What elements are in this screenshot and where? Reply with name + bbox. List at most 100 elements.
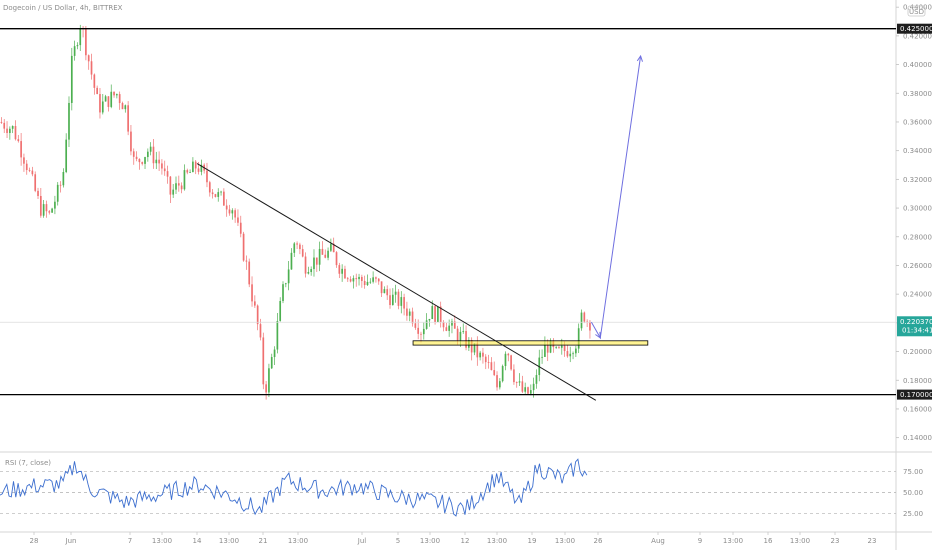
time-tick-label: 19 xyxy=(528,537,537,545)
time-tick-label: Aug xyxy=(651,537,665,545)
candle-body xyxy=(324,254,327,258)
time-tick-label: 5 xyxy=(396,537,400,545)
candle-body xyxy=(406,308,408,316)
candle-body xyxy=(37,190,39,196)
candle-body xyxy=(225,205,228,210)
candle-body xyxy=(270,357,273,369)
candle-body xyxy=(206,170,208,183)
candle-body xyxy=(39,195,42,216)
candle-body xyxy=(183,170,186,190)
candle-body xyxy=(465,331,467,348)
candle-body xyxy=(293,243,296,253)
candle-body xyxy=(304,256,307,274)
rsi-level-label: 75.00 xyxy=(903,468,923,476)
candle-body xyxy=(518,381,521,383)
candle-body xyxy=(307,272,310,274)
candle-body xyxy=(544,344,546,357)
candle-body xyxy=(68,102,70,140)
candle-body xyxy=(248,261,251,285)
candle-body xyxy=(403,297,405,309)
candle-body xyxy=(192,161,194,173)
candle-body xyxy=(493,370,496,376)
candle-body xyxy=(470,340,473,353)
time-tick-label: 13:00 xyxy=(723,537,743,545)
projection-arrowhead-up xyxy=(636,54,643,62)
level-price-tag xyxy=(897,23,932,34)
candle-body xyxy=(132,151,135,157)
currency-badge[interactable]: USD xyxy=(907,5,926,17)
candle-body xyxy=(14,126,17,140)
candle-body xyxy=(34,174,37,191)
price-tick-label: 0.32000000 xyxy=(903,176,932,184)
candle-body xyxy=(546,344,549,353)
candle-body xyxy=(256,305,259,325)
candle-body xyxy=(31,170,34,175)
candle-body xyxy=(462,331,465,332)
candle-body xyxy=(127,105,129,132)
price-tick-label: 0.20000000 xyxy=(903,348,932,356)
candle-body xyxy=(349,279,352,282)
candle-body xyxy=(56,184,59,202)
candle-body xyxy=(549,340,552,353)
candle-body xyxy=(242,233,245,261)
candle-body xyxy=(28,170,31,171)
current-price-label: 0.22037000 xyxy=(900,318,932,326)
descending-trendline xyxy=(196,163,597,401)
candle-body xyxy=(228,209,231,214)
candle-body xyxy=(262,337,265,385)
candle-body xyxy=(572,353,574,355)
candle-body xyxy=(563,345,566,352)
candle-body xyxy=(116,94,118,96)
candle-body xyxy=(377,278,380,282)
time-tick-label: 7 xyxy=(128,537,132,545)
current-price-tag xyxy=(897,316,932,337)
candle-body xyxy=(484,356,487,363)
candle-body xyxy=(327,250,329,258)
candle-body xyxy=(532,383,535,391)
candle-body xyxy=(166,171,169,177)
time-tick-label: Jun xyxy=(65,537,77,545)
candle-body xyxy=(453,321,456,329)
candle-body xyxy=(535,375,538,384)
price-axis: 0.44000000 0.42000000 0.40000000 0.38000000… xyxy=(896,4,932,442)
candle-body xyxy=(341,268,343,274)
candle-body xyxy=(279,301,282,321)
candle-body xyxy=(217,192,220,197)
candle-body xyxy=(417,327,420,334)
rsi-level-label: 25.00 xyxy=(903,510,923,518)
time-tick-label: 13:00 xyxy=(420,537,440,545)
candle-body xyxy=(186,170,189,173)
candle-body xyxy=(332,243,335,253)
candle-body xyxy=(273,349,276,358)
candle-body xyxy=(479,352,481,358)
candle-body xyxy=(169,176,172,195)
projection-path xyxy=(590,55,642,340)
level-price-tag-label: 0.17000000 xyxy=(900,391,932,399)
candle-body xyxy=(375,277,377,279)
candle-body xyxy=(239,222,242,234)
candle-body xyxy=(211,192,214,195)
candle-body xyxy=(369,281,372,283)
candle-body xyxy=(456,328,459,341)
candle-body xyxy=(121,103,124,110)
candle-body xyxy=(287,269,290,284)
price-tick-label: 0.44000000 xyxy=(903,4,932,12)
rsi-level-label: 50.00 xyxy=(903,489,923,497)
candle-body xyxy=(90,61,93,75)
candle-body xyxy=(501,366,504,382)
candle-body xyxy=(363,280,366,286)
time-tick-label: 21 xyxy=(259,537,268,545)
candle-body xyxy=(527,387,529,394)
candle-body xyxy=(265,384,267,393)
time-tick-label: 13:00 xyxy=(487,537,507,545)
candle-body xyxy=(124,105,127,110)
candle-body xyxy=(437,306,439,323)
candle-body xyxy=(394,291,397,295)
candle-body xyxy=(482,352,484,357)
time-tick-label: 12 xyxy=(461,537,470,545)
candle-body xyxy=(315,257,318,265)
candle-body xyxy=(301,249,304,257)
candle-body xyxy=(422,328,425,335)
candle-body xyxy=(11,126,14,129)
